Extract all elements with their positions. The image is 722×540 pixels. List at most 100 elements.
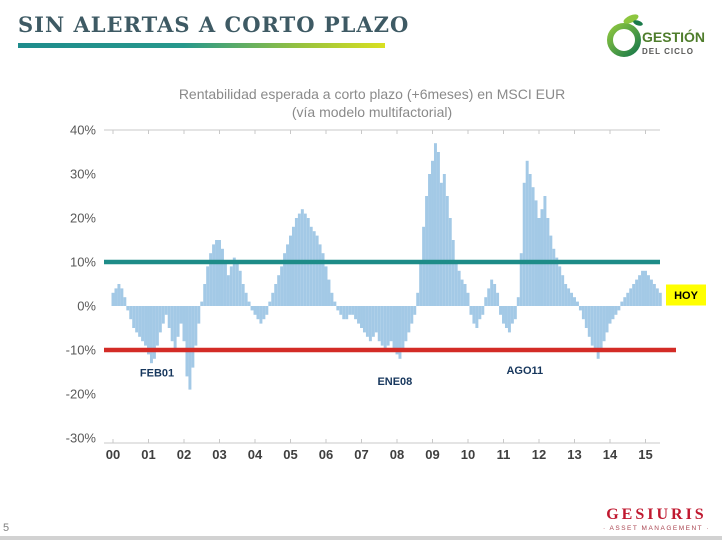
bar	[262, 306, 266, 320]
bar	[365, 306, 369, 337]
bar	[496, 292, 500, 306]
bar	[250, 306, 254, 311]
y-tick-label: 0%	[77, 299, 96, 314]
bar	[620, 301, 624, 306]
x-tick-label: 02	[177, 447, 191, 462]
leaf-small-icon	[633, 20, 643, 26]
bar	[144, 306, 148, 346]
bar	[555, 257, 559, 306]
chart-annotations: FEB01 ENE08 AGO11	[140, 365, 543, 388]
bar	[380, 306, 384, 346]
bar	[206, 266, 210, 306]
bar	[283, 253, 287, 306]
bar	[584, 306, 588, 328]
x-tick-label: 14	[603, 447, 618, 462]
bar	[161, 306, 165, 324]
bar	[309, 226, 313, 306]
bar	[226, 275, 230, 306]
bar	[194, 306, 198, 346]
bar	[596, 306, 600, 359]
brand-tagline: · ASSET MANAGEMENT ·	[602, 525, 710, 532]
bar	[445, 196, 449, 306]
bar	[451, 240, 455, 306]
bar	[392, 306, 396, 350]
bar	[401, 306, 405, 350]
slide-bottom-border	[0, 536, 722, 540]
bar	[425, 196, 429, 306]
bar	[123, 297, 127, 306]
bar	[602, 306, 606, 342]
bar	[454, 262, 458, 306]
bar	[126, 306, 130, 311]
bar	[289, 235, 292, 306]
x-tick-label: 13	[567, 447, 581, 462]
bar	[558, 266, 562, 306]
bar	[552, 248, 556, 306]
annotation-ene08: ENE08	[377, 376, 412, 388]
brand-name: GESIURIS	[606, 506, 707, 523]
bar	[132, 306, 136, 328]
bar	[348, 306, 352, 315]
bar	[300, 209, 304, 306]
bar	[513, 306, 517, 320]
bar	[345, 306, 349, 320]
bar	[339, 306, 343, 315]
bar	[481, 306, 485, 315]
bar	[436, 152, 440, 306]
bar	[499, 306, 503, 315]
bar	[605, 306, 609, 333]
bar	[229, 266, 233, 306]
y-tick-label: -20%	[66, 387, 97, 402]
bar	[173, 306, 177, 350]
bar	[342, 306, 346, 320]
bar	[457, 270, 461, 306]
bar	[182, 306, 186, 342]
bar	[638, 275, 642, 306]
bar	[271, 292, 275, 306]
bar	[220, 248, 224, 306]
bar	[407, 306, 411, 333]
bar	[244, 292, 248, 306]
hoy-label: HOY	[674, 290, 699, 302]
bar	[327, 279, 331, 306]
bar	[318, 244, 322, 306]
bar	[484, 297, 488, 306]
x-tick-label: 01	[141, 447, 155, 462]
bar	[155, 306, 159, 346]
bar	[357, 306, 361, 324]
bar	[129, 306, 133, 320]
bar	[410, 306, 414, 324]
bar	[389, 306, 393, 342]
bar	[383, 306, 387, 350]
bar	[543, 196, 547, 306]
bar	[360, 306, 363, 328]
bar	[655, 288, 659, 306]
gestion-del-ciclo-logo: GESTIÓN DEL CICLO	[604, 6, 708, 64]
bar	[623, 297, 627, 306]
bar	[510, 306, 514, 324]
bar	[575, 301, 579, 306]
bar	[321, 253, 325, 306]
bar	[490, 279, 494, 306]
x-tick-label: 06	[319, 447, 333, 462]
bar	[274, 284, 278, 306]
bar	[416, 292, 420, 306]
bar	[152, 306, 156, 359]
bar	[649, 279, 653, 306]
bar	[581, 306, 585, 320]
bar	[561, 275, 565, 306]
bar	[286, 244, 290, 306]
bar	[241, 284, 245, 306]
chart-title: Rentabilidad esperada a corto plazo (+6m…	[22, 86, 722, 121]
bar	[371, 306, 375, 337]
bar	[567, 288, 571, 306]
bar	[179, 306, 183, 324]
bar	[475, 306, 479, 328]
bar	[386, 306, 390, 346]
bar	[578, 306, 582, 311]
bar	[362, 306, 366, 333]
bar	[626, 292, 630, 306]
bar	[111, 292, 115, 306]
bar	[487, 288, 491, 306]
bar	[534, 200, 538, 306]
